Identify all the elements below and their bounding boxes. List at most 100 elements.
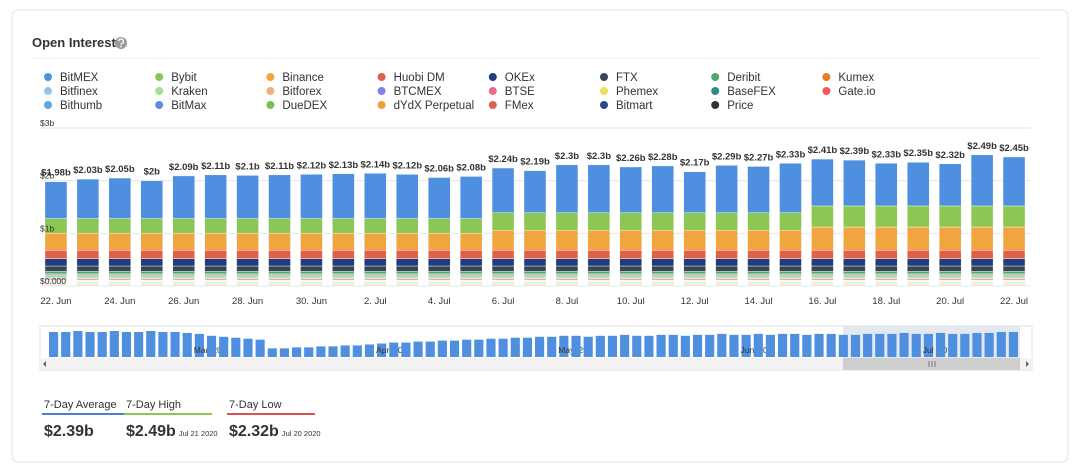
legend-marker[interactable]	[822, 87, 831, 95]
legend-marker[interactable]	[377, 87, 386, 95]
legend-label[interactable]: Deribit	[727, 72, 761, 84]
navigator-bar	[571, 335, 581, 357]
bar-segment	[108, 276, 132, 279]
legend-label[interactable]: DueDEX	[282, 100, 327, 112]
bar-segment	[683, 274, 706, 278]
bar-segment	[907, 278, 930, 281]
bar-segment	[491, 167, 515, 213]
bar-segment	[875, 271, 898, 275]
legend-label[interactable]: Bitforex	[282, 86, 321, 98]
bar-segment	[875, 205, 898, 228]
navigator-bar	[510, 337, 520, 357]
total-label: $2.1b	[235, 161, 259, 172]
bar-segment	[651, 278, 674, 281]
legend-marker[interactable]	[44, 87, 52, 95]
scrollbar-track[interactable]	[40, 358, 1032, 370]
bar-segment	[396, 274, 419, 278]
bar-segment	[204, 271, 227, 275]
legend-marker[interactable]	[822, 73, 831, 81]
bar-segment	[619, 166, 643, 213]
bar-segment	[172, 265, 195, 272]
legend-label[interactable]: Bitfinex	[60, 86, 98, 98]
bar-segment	[140, 265, 163, 272]
legend-marker[interactable]	[488, 87, 497, 95]
legend-marker[interactable]	[155, 87, 164, 95]
x-tick-label: 6. Jul	[492, 296, 515, 307]
legend-label[interactable]: FTX	[616, 72, 638, 84]
legend-label[interactable]: Binance	[282, 72, 324, 84]
legend-label[interactable]: BTSE	[505, 86, 535, 98]
legend-marker[interactable]	[155, 101, 164, 109]
navigator-bar	[158, 331, 168, 357]
legend-marker[interactable]	[600, 87, 608, 95]
navigator-bar	[547, 336, 557, 357]
x-tick-label: 16. Jul	[808, 296, 836, 307]
legend-marker[interactable]	[266, 101, 275, 109]
help-icon[interactable]	[115, 37, 127, 49]
bar-segment	[715, 229, 738, 251]
legend-marker[interactable]	[266, 87, 275, 95]
legend-label[interactable]: Phemex	[616, 86, 658, 98]
bar-segment	[715, 271, 738, 275]
legend-label[interactable]: Huobi DM	[394, 72, 445, 84]
bar-segment	[651, 258, 674, 267]
legend-label[interactable]: BaseFEX	[727, 86, 776, 98]
bar-segment	[459, 276, 483, 279]
navigator-bar	[328, 346, 338, 357]
legend-marker[interactable]	[600, 101, 608, 109]
bar-segment	[587, 274, 611, 278]
navigator-bar	[231, 337, 241, 357]
legend-marker[interactable]	[711, 73, 720, 81]
legend-marker[interactable]	[711, 101, 720, 109]
navigator-bar	[632, 335, 642, 357]
legend-marker[interactable]	[44, 101, 52, 109]
bar-segment	[779, 265, 802, 272]
bar-segment	[747, 166, 770, 213]
bar-segment	[651, 212, 674, 231]
navigator-bar	[134, 331, 144, 357]
bar-segment	[779, 276, 802, 279]
legend-label[interactable]: Gate.io	[838, 86, 875, 98]
legend-marker[interactable]	[155, 73, 164, 81]
bar-segment	[523, 170, 547, 213]
bar-segment	[268, 276, 291, 279]
legend-marker[interactable]	[44, 73, 52, 81]
bar-segment	[875, 265, 898, 272]
bar-segment	[938, 278, 962, 281]
legend-label[interactable]: OKEx	[505, 72, 535, 84]
legend-label[interactable]: Bithumb	[60, 100, 102, 112]
bar-segment	[907, 205, 930, 228]
legend-marker[interactable]	[488, 73, 497, 81]
navigator-bar	[595, 335, 605, 357]
bar-segment	[204, 258, 227, 267]
legend-marker[interactable]	[266, 73, 275, 81]
scroll-right[interactable]	[1026, 361, 1029, 367]
legend-marker[interactable]	[600, 73, 608, 81]
bar-segment	[779, 258, 802, 267]
legend-label[interactable]: Bitmart	[616, 100, 653, 112]
legend-label[interactable]: BitMEX	[60, 72, 99, 84]
legend-label[interactable]: BTCMEX	[394, 86, 442, 98]
total-label: $2.12b	[297, 160, 327, 171]
total-label: $2.41b	[808, 145, 838, 156]
navigator-bar	[182, 332, 192, 357]
legend-label[interactable]: BitMax	[171, 100, 206, 112]
legend-label[interactable]: Bybit	[171, 72, 197, 84]
bar-segment	[1002, 226, 1026, 251]
legend-label[interactable]: Price	[727, 100, 753, 112]
legend-label[interactable]: FMex	[505, 100, 534, 112]
legend-marker[interactable]	[377, 101, 386, 109]
legend-marker[interactable]	[488, 101, 497, 109]
legend-marker[interactable]	[377, 73, 386, 81]
bar-segment	[843, 265, 866, 272]
bar-segment	[204, 276, 227, 279]
legend-marker[interactable]	[711, 87, 720, 95]
scroll-left[interactable]	[43, 361, 46, 367]
legend-label[interactable]: Kraken	[171, 86, 207, 98]
navigator-bar	[996, 331, 1006, 357]
navigator-bar	[559, 335, 569, 357]
bar-segment	[140, 218, 163, 234]
legend-label[interactable]: Kumex	[838, 72, 874, 84]
legend-label[interactable]: dYdX Perpetual	[394, 100, 475, 112]
bar-segment	[172, 249, 195, 259]
